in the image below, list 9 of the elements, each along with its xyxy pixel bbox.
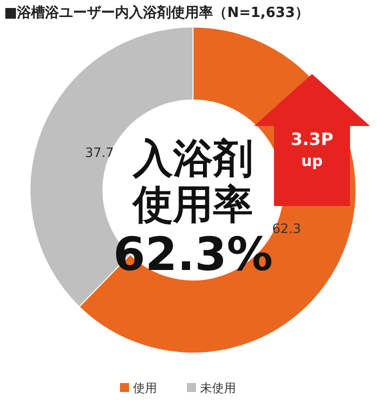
data-label: 62.3 [272, 222, 302, 238]
chart-title: ■浴槽浴ユーザー内入浴剤使用率（N=1,633） [4, 4, 309, 21]
text: 入浴剤 [132, 136, 253, 182]
data-label: 37.7 [84, 146, 114, 161]
text: 3.3P [290, 130, 334, 150]
legend-label: 使用 [133, 381, 157, 395]
text: 使用率 [131, 182, 253, 228]
legend-label: 未使用 [200, 381, 236, 395]
text: up [301, 152, 323, 170]
